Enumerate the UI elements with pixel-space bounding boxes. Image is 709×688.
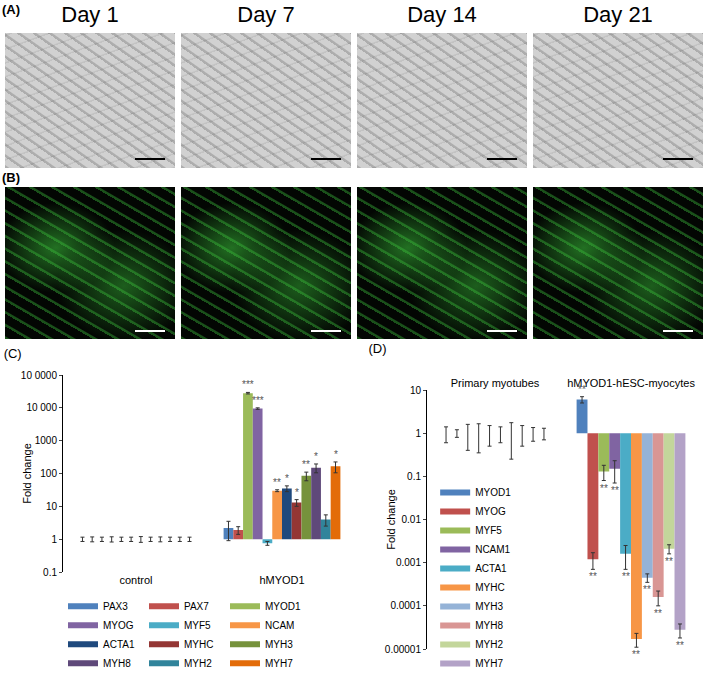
svg-text:10: 10 bbox=[46, 501, 58, 512]
svg-text:MYHC: MYHC bbox=[475, 582, 504, 593]
html-text:Day 1: Day 1 bbox=[61, 2, 119, 27]
svg-text:hMYOD1-hESC-myocytes: hMYOD1-hESC-myocytes bbox=[567, 377, 695, 389]
svg-text:0.0001: 0.0001 bbox=[390, 600, 421, 611]
svg-text:**: ** bbox=[273, 477, 281, 488]
svg-text:*: * bbox=[314, 451, 318, 462]
svg-text:NCAM1: NCAM1 bbox=[475, 544, 510, 555]
svg-text:MYF5: MYF5 bbox=[184, 620, 211, 631]
svg-text:ACTA1: ACTA1 bbox=[103, 639, 135, 650]
svg-text:**: ** bbox=[632, 649, 640, 660]
svg-text:**: ** bbox=[578, 384, 586, 395]
html-text:(A): (A) bbox=[2, 2, 20, 17]
svg-text:***: *** bbox=[252, 395, 264, 406]
svg-text:MYH3: MYH3 bbox=[265, 639, 293, 650]
svg-text:10 000: 10 000 bbox=[26, 402, 57, 413]
svg-text:ACTA1: ACTA1 bbox=[475, 563, 507, 574]
svg-text:MYH3: MYH3 bbox=[475, 601, 503, 612]
svg-text:Primary myotubes: Primary myotubes bbox=[451, 377, 540, 389]
svg-text:MYH2: MYH2 bbox=[184, 658, 212, 669]
svg-text:MYF5: MYF5 bbox=[475, 525, 502, 536]
svg-text:*: * bbox=[295, 487, 299, 498]
svg-text:(C): (C) bbox=[4, 346, 22, 361]
svg-text:PAX3: PAX3 bbox=[103, 601, 128, 612]
html-text:(B): (B) bbox=[2, 170, 20, 185]
svg-text:MYHC: MYHC bbox=[184, 639, 213, 650]
svg-text:**: ** bbox=[654, 608, 662, 619]
svg-text:***: *** bbox=[242, 379, 254, 390]
svg-text:0.1: 0.1 bbox=[407, 471, 421, 482]
html-text:Day 21: Day 21 bbox=[583, 2, 653, 27]
svg-text:**: ** bbox=[676, 640, 684, 651]
svg-text:**: ** bbox=[600, 483, 608, 494]
svg-text:control: control bbox=[119, 574, 152, 586]
svg-text:100: 100 bbox=[40, 468, 57, 479]
svg-text:MYH7: MYH7 bbox=[475, 658, 503, 669]
svg-text:0.001: 0.001 bbox=[396, 557, 421, 568]
svg-text:**: ** bbox=[643, 584, 651, 595]
svg-text:MYH2: MYH2 bbox=[475, 639, 503, 650]
svg-text:MYH8: MYH8 bbox=[103, 658, 131, 669]
svg-text:10: 10 bbox=[410, 385, 422, 396]
svg-text:MYH8: MYH8 bbox=[475, 620, 503, 631]
svg-text:MYH7: MYH7 bbox=[265, 658, 293, 669]
svg-text:**: ** bbox=[302, 459, 310, 470]
svg-text:1000: 1000 bbox=[35, 435, 58, 446]
svg-text:*: * bbox=[334, 449, 338, 460]
svg-text:MYOG: MYOG bbox=[475, 506, 506, 517]
svg-text:0.1: 0.1 bbox=[43, 567, 57, 578]
svg-text:**: ** bbox=[665, 556, 673, 567]
svg-text:MYOD1: MYOD1 bbox=[265, 601, 301, 612]
svg-text:**: ** bbox=[589, 571, 597, 582]
svg-text:1: 1 bbox=[51, 534, 57, 545]
html-text:Day 14: Day 14 bbox=[407, 2, 477, 27]
svg-text:10 0000: 10 0000 bbox=[21, 370, 58, 381]
svg-text:hMYOD1: hMYOD1 bbox=[259, 574, 304, 586]
svg-text:MYOG: MYOG bbox=[103, 620, 134, 631]
svg-text:NCAM: NCAM bbox=[265, 620, 294, 631]
html-text:Day 7: Day 7 bbox=[237, 2, 295, 27]
svg-text:Fold change: Fold change bbox=[21, 443, 33, 504]
svg-text:**: ** bbox=[622, 571, 630, 582]
svg-text:**: ** bbox=[611, 485, 619, 496]
svg-text:(D): (D) bbox=[368, 341, 386, 356]
svg-text:0.00001: 0.00001 bbox=[385, 644, 422, 655]
svg-text:1: 1 bbox=[415, 428, 421, 439]
svg-text:0.01: 0.01 bbox=[402, 514, 422, 525]
svg-text:Fold change: Fold change bbox=[385, 489, 397, 550]
svg-text:PAX7: PAX7 bbox=[184, 601, 209, 612]
svg-text:*: * bbox=[285, 473, 289, 484]
svg-text:MYOD1: MYOD1 bbox=[475, 487, 511, 498]
